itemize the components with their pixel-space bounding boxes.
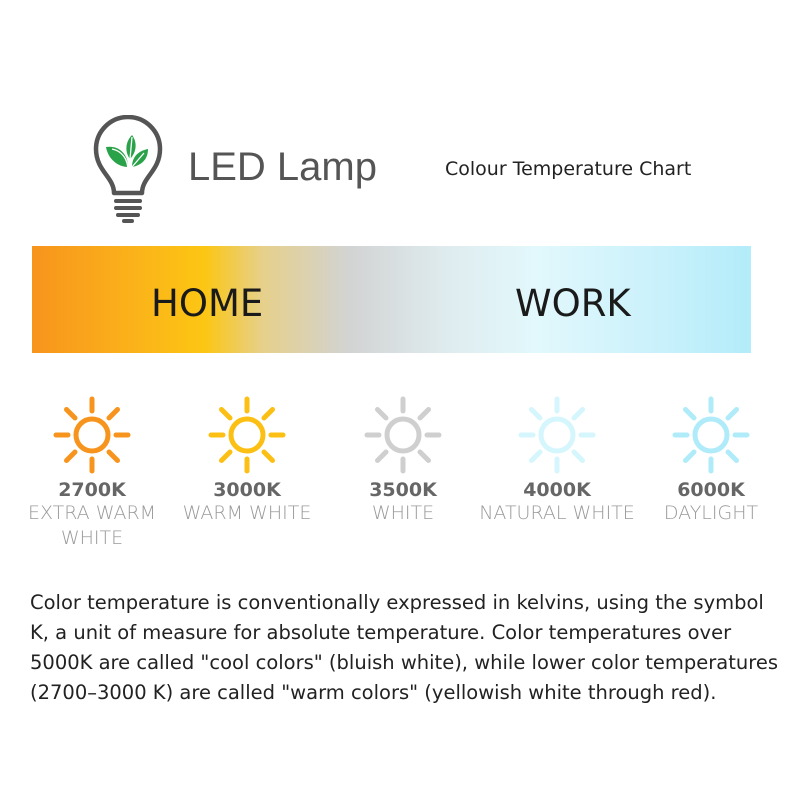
kelvin-value: 3500K bbox=[369, 479, 437, 501]
sun-icon bbox=[53, 396, 131, 474]
lightbulb-leaf-icon bbox=[93, 115, 163, 223]
kelvin-value: 6000K bbox=[677, 479, 745, 501]
sun-icon bbox=[672, 396, 750, 474]
page-subtitle: Colour Temperature Chart bbox=[445, 158, 692, 180]
temperature-name: EXTRA WARM WHITE bbox=[27, 502, 157, 549]
temperature-name: NATURAL WHITE bbox=[479, 502, 635, 524]
temperature-item: 4000K NATURAL WHITE bbox=[477, 395, 637, 526]
sun-icon bbox=[364, 396, 442, 474]
temperature-item: 3000K WARM WHITE bbox=[167, 395, 327, 526]
description-text: Color temperature is conventionally expr… bbox=[30, 591, 778, 704]
page-title: LED Lamp bbox=[188, 145, 377, 189]
temperature-item: 3500K WHITE bbox=[323, 395, 483, 526]
color-temperature-gradient-bar bbox=[32, 246, 751, 353]
kelvin-value: 4000K bbox=[523, 479, 591, 501]
temperature-item: 2700K EXTRA WARM WHITE bbox=[12, 395, 172, 551]
temperature-item: 6000K DAYLIGHT bbox=[631, 395, 791, 526]
temperature-name: WARM WHITE bbox=[182, 502, 312, 524]
sun-icon bbox=[518, 396, 596, 474]
temperature-name: WHITE bbox=[371, 502, 435, 524]
sun-icon bbox=[208, 396, 286, 474]
kelvin-value: 2700K bbox=[58, 479, 126, 501]
work-label: WORK bbox=[515, 282, 631, 325]
home-label: HOME bbox=[151, 282, 264, 325]
kelvin-value: 3000K bbox=[213, 479, 281, 501]
temperature-name: DAYLIGHT bbox=[663, 502, 759, 524]
